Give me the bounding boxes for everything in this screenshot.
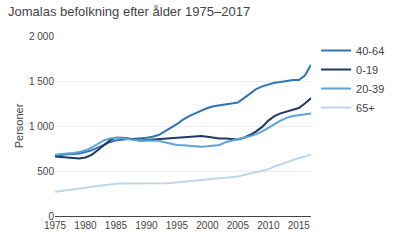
svg-text:65+: 65+ bbox=[356, 102, 375, 114]
svg-text:1 000: 1 000 bbox=[29, 121, 54, 132]
svg-text:1980: 1980 bbox=[74, 220, 97, 231]
svg-text:2015: 2015 bbox=[288, 220, 311, 231]
svg-text:1990: 1990 bbox=[135, 220, 158, 231]
svg-text:500: 500 bbox=[37, 166, 54, 177]
svg-text:0-19: 0-19 bbox=[356, 64, 378, 76]
svg-text:1975: 1975 bbox=[44, 220, 67, 231]
svg-text:40-64: 40-64 bbox=[356, 45, 384, 57]
svg-text:Jomalas befolkning efter ålder: Jomalas befolkning efter ålder 1975–2017 bbox=[8, 4, 250, 19]
svg-text:2005: 2005 bbox=[227, 220, 250, 231]
svg-text:20-39: 20-39 bbox=[356, 83, 384, 95]
svg-text:1995: 1995 bbox=[166, 220, 189, 231]
svg-text:0: 0 bbox=[48, 211, 54, 222]
svg-text:1985: 1985 bbox=[105, 220, 128, 231]
svg-text:1 500: 1 500 bbox=[29, 76, 54, 87]
svg-text:2 000: 2 000 bbox=[29, 31, 54, 42]
svg-text:2000: 2000 bbox=[196, 220, 219, 231]
svg-text:2010: 2010 bbox=[257, 220, 280, 231]
svg-text:Personer: Personer bbox=[13, 103, 25, 148]
